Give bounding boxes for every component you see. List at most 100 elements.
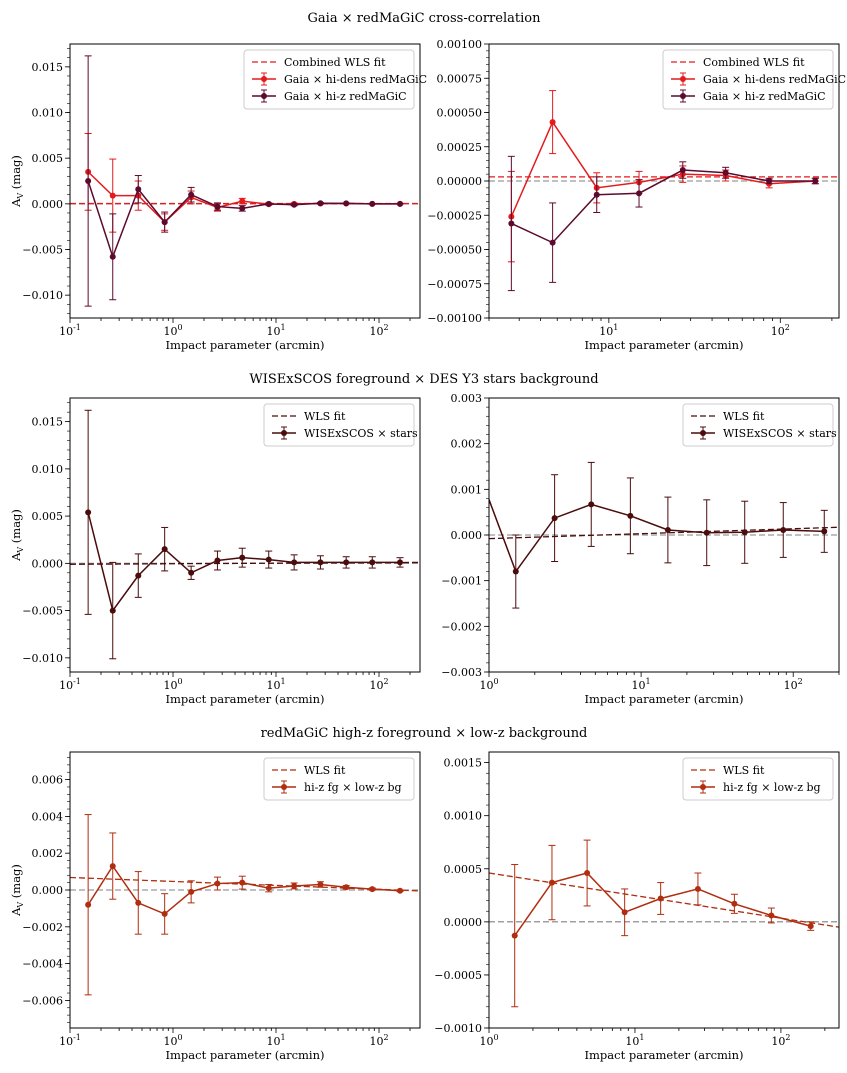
x-tick-label: 101 — [266, 1033, 285, 1048]
legend: WLS fit hi-z fg × low-z bg — [263, 757, 415, 801]
data-point — [161, 546, 168, 553]
legend-box — [263, 757, 415, 801]
x-tick-label: 101 — [266, 323, 285, 338]
y-tick-label: 0.015 — [32, 61, 64, 74]
y-tick-label: 0.00050 — [437, 107, 483, 120]
x-tick-label: 102 — [771, 323, 790, 338]
data-point — [474, 464, 480, 470]
legend: WLS fit WISExSCOS × stars — [682, 403, 837, 447]
legend-label: WLS fit — [723, 764, 765, 777]
y-tick-label: 0.006 — [32, 774, 64, 787]
y-tick-label: −0.0005 — [434, 969, 482, 982]
x-tick-label: 102 — [369, 677, 388, 692]
legend-marker — [680, 76, 686, 82]
legend-marker — [680, 93, 686, 99]
row-title-1: Gaia × redMaGiC cross-correlation — [308, 11, 542, 26]
x-tick-label: 100 — [479, 677, 498, 692]
x-axis-label: Impact parameter (arcmin) — [165, 692, 324, 706]
x-axis-label: Impact parameter (arcmin) — [165, 1048, 324, 1062]
data-point — [291, 559, 298, 566]
subplots: 10-1 100 101 102 0.015 0.010 0.005 0.000 −0.005 −… — [9, 38, 846, 1062]
data-point — [135, 186, 142, 193]
data-point — [768, 912, 775, 919]
data-point — [369, 200, 376, 207]
y-tick-label: −0.002 — [22, 921, 63, 934]
plot-area — [70, 409, 420, 660]
data-point — [188, 191, 195, 198]
plot-area — [489, 839, 839, 1008]
legend-label: Combined WLS fit — [284, 56, 386, 69]
y-tick-label: 0.000 — [451, 529, 483, 542]
data-point — [109, 192, 116, 199]
y-tick-label: −0.003 — [441, 666, 482, 679]
data-point — [812, 178, 819, 184]
plot-area — [474, 461, 839, 609]
legend-label: Gaia × hi-dens redMaGiC — [703, 73, 846, 86]
legend-box — [243, 49, 415, 110]
subplot-2: 101 102 0.00100 0.00075 0.00050 0.00025 0.0000… — [427, 38, 846, 352]
y-tick-label: 0.003 — [451, 392, 483, 405]
data-point — [397, 200, 404, 207]
data-point — [265, 556, 272, 563]
legend-marker — [261, 93, 267, 99]
y-tick-label: −0.0010 — [434, 1022, 482, 1035]
x-tick-label: 102 — [369, 1033, 388, 1048]
y-tick-label: 0.005 — [32, 152, 64, 165]
x-axis-label: Impact parameter (arcmin) — [584, 692, 743, 706]
y-tick-label: −0.005 — [22, 605, 63, 618]
y-tick-label: −0.004 — [22, 958, 63, 971]
legend-label: WLS fit — [723, 410, 765, 423]
plot-area — [489, 90, 839, 292]
data-point — [291, 882, 298, 889]
x-axis-label: Impact parameter (arcmin) — [584, 338, 743, 352]
y-tick-label: −0.010 — [22, 289, 63, 302]
data-point — [291, 201, 298, 208]
plot-area — [70, 814, 420, 996]
data-point — [239, 205, 246, 212]
x-tick-label: 102 — [784, 677, 803, 692]
data-point — [369, 886, 376, 893]
data-point — [397, 559, 404, 566]
data-point — [135, 572, 142, 579]
x-tick-label: 101 — [625, 1033, 644, 1048]
subplot-6: 100 101 102 0.0015 0.0010 0.0005 0.0000 −0.0005… — [434, 751, 840, 1062]
data-point — [731, 900, 738, 907]
legend: Combined WLS fit Gaia × hi-dens redMaGiC G… — [243, 49, 427, 110]
data-point — [741, 529, 748, 536]
data-point — [511, 932, 518, 939]
y-tick-label: 0.00075 — [437, 72, 483, 85]
y-tick-label: 0.001 — [451, 483, 483, 496]
legend-label: Gaia × hi-z redMaGiC — [703, 90, 826, 103]
x-tick-label: 102 — [771, 1033, 790, 1048]
series-line-2 — [87, 180, 401, 260]
data-point — [317, 559, 324, 566]
data-point — [679, 167, 686, 174]
legend-label: Gaia × hi-z redMaGiC — [284, 90, 407, 103]
subplot-4: 100 101 102 0.003 0.002 0.001 0.000 −0.001 −0.00… — [441, 392, 840, 706]
data-point — [512, 568, 519, 575]
subplot-3: 10-1 100 101 102 0.015 0.010 0.005 0.000 −0.005 −… — [9, 397, 421, 706]
y-tick-label: −0.00050 — [427, 244, 482, 257]
y-tick-label: 0.015 — [32, 416, 64, 429]
x-tick-label: 10-1 — [59, 323, 81, 338]
data-point — [188, 888, 195, 895]
legend-label: Gaia × hi-dens redMaGiC — [284, 73, 427, 86]
x-tick-label: 101 — [599, 323, 618, 338]
y-tick-label: 0.002 — [32, 847, 64, 860]
data-point — [214, 557, 221, 564]
y-tick-label: 0.00025 — [437, 141, 483, 154]
legend-marker — [700, 784, 706, 790]
y-tick-label: 0.000 — [32, 557, 64, 570]
data-point — [239, 198, 246, 205]
legend-label: WISExSCOS × stars — [723, 427, 837, 440]
y-axis-label: AV (mag) — [9, 864, 25, 917]
data-point — [636, 190, 643, 197]
legend-marker — [281, 784, 287, 790]
data-point — [369, 559, 376, 566]
y-tick-label: 0.000 — [32, 198, 64, 211]
subplot-1: 10-1 100 101 102 0.015 0.010 0.005 0.000 −0.005 −… — [9, 43, 427, 352]
data-point — [657, 895, 664, 902]
data-point — [109, 607, 116, 614]
data-point — [508, 220, 515, 227]
legend-label: WLS fit — [304, 410, 346, 423]
